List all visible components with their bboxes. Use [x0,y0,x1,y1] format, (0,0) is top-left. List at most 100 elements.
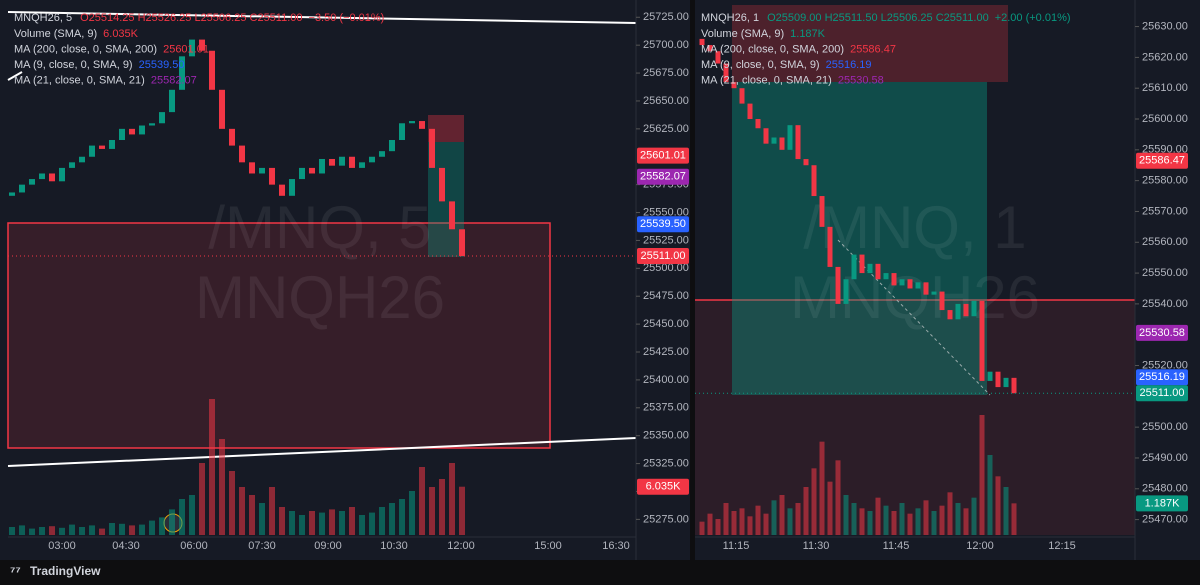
candle [795,125,801,160]
y-tick-label: 25525.00 [643,234,689,246]
volume-bar [399,499,405,535]
volume-bar [249,495,255,535]
candle [723,63,729,83]
volume-bar [49,526,55,535]
watermark: /MNQ, 5 [208,194,431,261]
y-tick-label: 25600.00 [1142,113,1188,125]
price-tag [1136,152,1188,169]
candle [189,39,195,57]
x-tick-label: 09:00 [314,540,342,552]
y-tick-label: 25350.00 [643,430,689,442]
volume-bar [859,508,865,535]
y-tick-label: 25570.00 [1142,205,1188,217]
candle [359,162,365,168]
candle [369,156,375,163]
legend-ohlc: O25514.25 H25526.25 L25506.25 C25511.00 [80,12,302,24]
volume-bar [843,495,849,535]
y-tick-label: 25550.00 [1142,267,1188,279]
y-tick-label: 25480.00 [1142,483,1188,495]
indicator-name: MA (9, close, 0, SMA, 9) [14,59,133,71]
indicator-legend: MA (9, close, 0, SMA, 9) 25516.19 [701,59,871,71]
volume-bar [149,520,155,535]
candle [329,158,335,166]
zone-rectangle [695,300,1135,535]
volume-bar [219,439,225,535]
brand: TradingView [30,564,101,578]
volume-bar [771,500,777,535]
volume-bar [731,511,737,535]
candle [419,121,425,129]
trend-line [7,71,23,81]
y-tick-label: 25550.00 [643,206,689,218]
volume-bar [699,521,705,535]
legend-symbol: MNQH26, 1 O25509.00 H25511.50 L25506.25 C… [701,12,1071,24]
volume-bar [329,509,335,535]
candle [239,145,245,163]
y-tick-label: 25450.00 [643,318,689,330]
candle [763,128,769,144]
candle [219,89,225,129]
candle [731,82,737,89]
legend-symbol: MNQH26, 5 [14,12,72,24]
price-tag [637,248,689,265]
y-tick-label: 25475.00 [643,290,689,302]
candle [787,125,793,150]
y-tick-label: 25560.00 [1142,236,1188,248]
volume-bar [389,503,395,535]
y-tick-label: 25675.00 [643,67,689,79]
candle [439,167,445,202]
volume-bar [69,524,75,535]
candle [109,140,115,149]
price-tag-label: 25530.58 [1139,327,1185,339]
reward-box [732,82,987,395]
indicator-legend: MA (200, close, 0, SMA, 200) 25586.47 [701,43,896,55]
x-tick-label: 12:15 [1048,540,1076,552]
watermark: MNQH26 [790,264,1040,331]
volume-bar [239,487,245,535]
candle [59,167,65,182]
candle [1011,377,1017,394]
candle [319,158,325,174]
volume-bar [819,441,825,535]
x-tick-label: 07:30 [248,540,276,552]
candle [819,196,825,227]
y-tick-label: 25425.00 [643,346,689,358]
candle [129,128,135,135]
footer-bar [0,560,1200,585]
volume-bar [899,503,905,535]
candle [915,282,921,289]
y-tick-label: 25725.00 [643,11,689,23]
volume-bar [1003,487,1009,535]
price-tag-label: 25601.01 [640,150,686,162]
candle [907,279,913,289]
indicator-legend: Volume (SMA, 9) 1.187K [701,28,826,40]
candle [139,125,145,135]
candle [69,162,75,168]
indicator-value: 25539.50 [139,59,185,71]
candle [995,371,1001,388]
volume-bar [739,508,745,535]
volume-bar [229,471,235,535]
volume-bar [723,503,729,535]
y-tick-label: 25580.00 [1142,175,1188,187]
candle [979,300,985,381]
price-tag [1136,385,1188,402]
candle [179,56,185,90]
candle [119,128,125,141]
candle [707,45,713,52]
y-tick-label: 25500.00 [1142,421,1188,433]
y-tick-label: 25540.00 [1142,298,1188,310]
indicator-name: MA (9, close, 0, SMA, 9) [701,59,820,71]
candle [389,140,395,152]
volume-bar [269,487,275,535]
candle [771,137,777,144]
volume-bar [259,503,265,535]
legend-change: −3.50 (−0.01%) [309,12,385,24]
right-panel [695,0,1200,560]
candle [779,137,785,150]
candle [39,173,45,180]
volume-bar [803,487,809,535]
candle [971,300,977,317]
candle [699,38,705,46]
volume-bar [995,476,1001,535]
